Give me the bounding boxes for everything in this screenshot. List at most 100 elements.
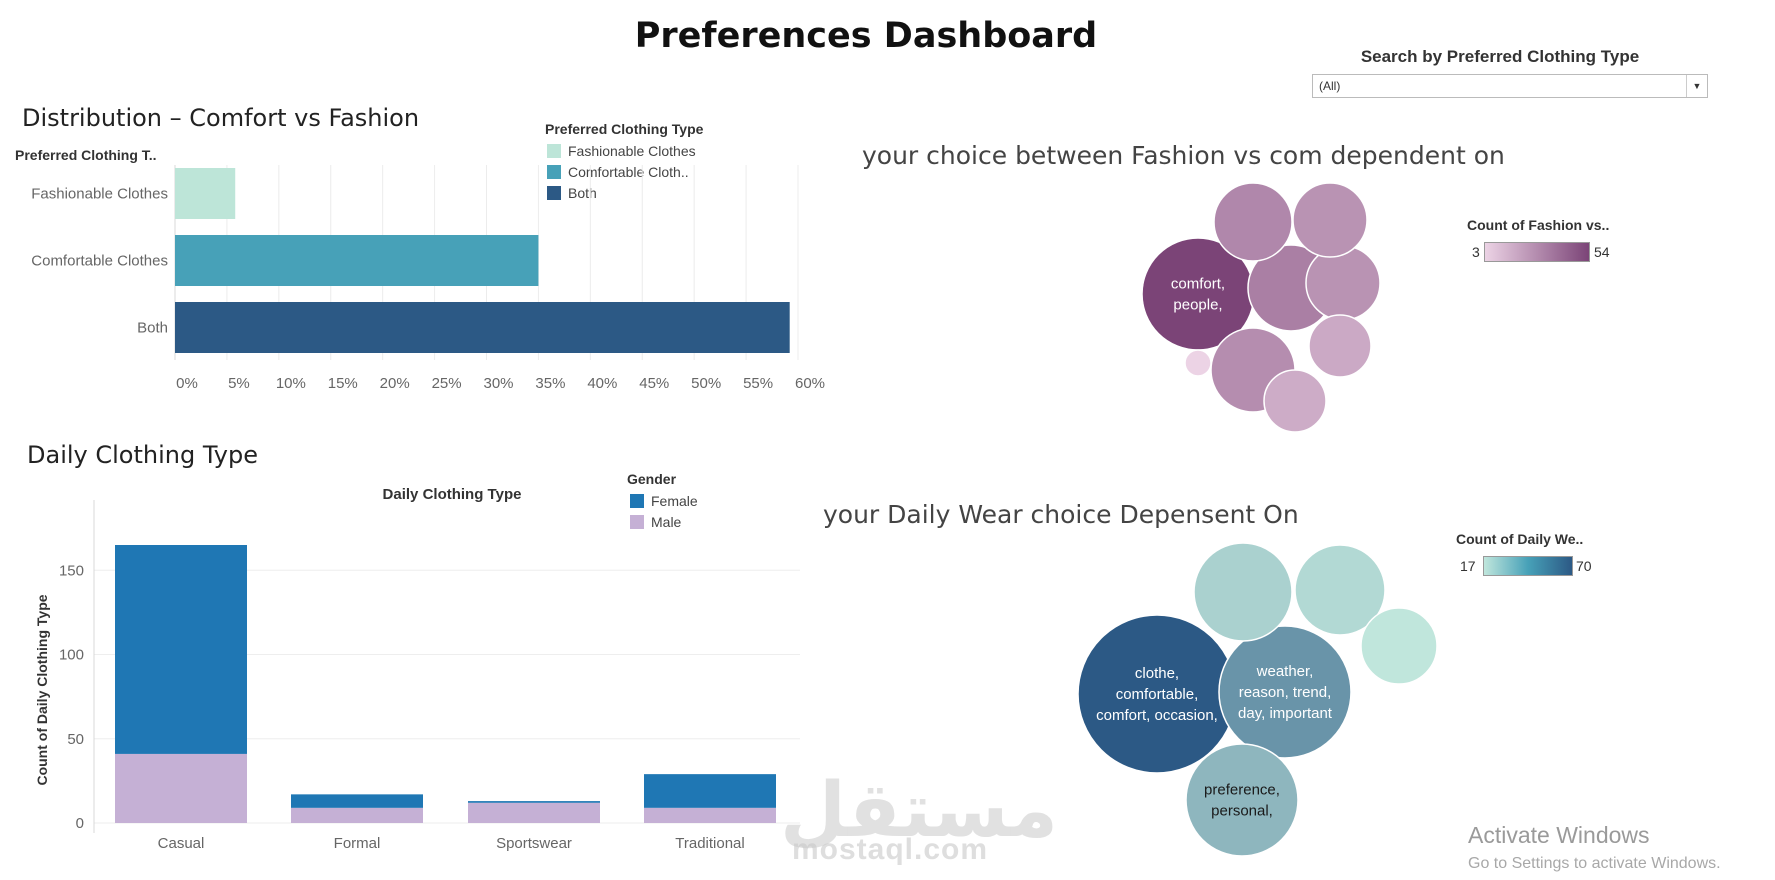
x-tick-label: 5% (228, 375, 250, 392)
stacked-bar-segment (115, 753, 247, 823)
y-tick-label: 0 (76, 815, 84, 832)
fashion-bubble-title: your choice between Fashion vs com depen… (862, 141, 1505, 170)
legend-swatch (547, 186, 561, 200)
x-tick-label: 55% (743, 375, 773, 392)
stacked-bar-segment (644, 807, 776, 823)
daily-legend-min: 17 (1460, 558, 1476, 574)
bar (175, 302, 790, 353)
category-label: Comfortable Clothes (31, 253, 168, 270)
legend-label: Male (651, 514, 682, 530)
legend-label: Fashionable Clothes (568, 143, 696, 159)
fashion-legend-max: 54 (1594, 244, 1610, 260)
stacked-bar-segment (468, 802, 600, 823)
bubble-label: comfort, occasion, (1096, 707, 1218, 724)
x-tick-label: 45% (639, 375, 669, 392)
activate-windows-title: Activate Windows (1468, 822, 1650, 848)
y-tick-label: 50 (67, 731, 84, 748)
legend-label: Comfortable Cloth.. (568, 164, 689, 180)
stacked-bar-segment (291, 794, 423, 808)
bubble (1213, 182, 1293, 262)
category-label: Fashionable Clothes (31, 186, 168, 203)
daily-bubble-chart: clothe, comfortable, comfort, occasion, wea… (1077, 542, 1438, 857)
daily-stacked-bar-chart: 0 50 100 150 Daily Clothing Type Count of Dai… (34, 486, 800, 852)
bar (175, 168, 236, 219)
x-tick-label: 15% (328, 375, 358, 392)
x-tick-label: 40% (587, 375, 617, 392)
distribution-title: Distribution – Comfort vs Fashion (22, 104, 420, 132)
bubble-label: people, (1173, 297, 1222, 314)
x-tick-label: 0% (176, 375, 198, 392)
bubble (1308, 314, 1372, 378)
daily-title: Daily Clothing Type (27, 441, 258, 469)
stacked-bar-segment (644, 774, 776, 808)
mostaql-logo: مستقل (780, 765, 1058, 854)
bubble-label: clothe, (1135, 665, 1179, 682)
x-tick-label: 25% (432, 375, 462, 392)
y-axis-title: Count of Daily Clothing Type (34, 594, 50, 785)
bubble-label: preference, (1204, 782, 1280, 799)
bubble-label: weather, (1256, 663, 1314, 680)
bar (175, 235, 539, 286)
x-tick-label: 35% (535, 375, 565, 392)
daily-color-ramp (1483, 556, 1573, 576)
daily-bubble-legend-title: Count of Daily We.. (1456, 531, 1584, 547)
clothing-type-filter-dropdown[interactable]: (All) ▼ (1312, 74, 1708, 98)
bubble (1305, 245, 1381, 321)
bubble-label: comfort, (1171, 276, 1225, 293)
category-label: Both (137, 320, 168, 337)
stacked-bar-segment (291, 807, 423, 823)
legend-label: Female (651, 493, 698, 509)
fashion-bubble-chart: comfort, people, (1141, 182, 1381, 433)
x-tick-label: 60% (795, 375, 825, 392)
legend-swatch (630, 494, 644, 508)
legend-label: Both (568, 185, 597, 201)
x-tick-label: 50% (691, 375, 721, 392)
bubble-label: reason, trend, (1239, 684, 1332, 701)
distribution-row-header: Preferred Clothing T.. (15, 147, 157, 163)
bubble (1185, 743, 1299, 857)
daily-legend-title: Gender (627, 471, 677, 487)
bubble (1292, 182, 1368, 258)
legend-item-fashionable[interactable]: Fashionable Clothes (547, 143, 696, 159)
bubble (1294, 544, 1386, 636)
x-tick-label: Traditional (675, 835, 744, 852)
fashion-legend-min: 3 (1472, 244, 1480, 260)
fashion-color-ramp (1484, 242, 1590, 262)
distribution-bar-chart: 0% 5% 10% 15% 20% 25% 30% 35% 40% 45% 50% 55% 60% Fas… (31, 165, 825, 392)
bubble (1184, 349, 1212, 377)
x-tick-label: 10% (276, 375, 306, 392)
bubble (1263, 369, 1327, 433)
x-tick-label: Sportswear (496, 835, 572, 852)
legend-swatch (547, 165, 561, 179)
x-axis-title: Daily Clothing Type (383, 486, 522, 503)
bubble-label: day, important (1238, 705, 1333, 722)
bubble (1193, 542, 1293, 642)
bubble-label: comfortable, (1116, 686, 1199, 703)
distribution-legend-title: Preferred Clothing Type (545, 121, 704, 137)
filter-label: Search by Preferred Clothing Type (1360, 47, 1640, 66)
legend-item-both[interactable]: Both (547, 185, 597, 201)
filter-selected-value: (All) (1319, 79, 1341, 93)
mostaql-logo-sub: mostaql.com (792, 833, 989, 866)
legend-item-comfortable[interactable]: Comfortable Cloth.. (547, 164, 689, 180)
y-tick-label: 150 (59, 562, 84, 579)
daily-legend-max: 70 (1576, 558, 1592, 574)
dashboard-title: Preferences Dashboard (634, 16, 1098, 56)
activate-windows-subtitle: Go to Settings to activate Windows. (1468, 855, 1721, 872)
stacked-bar-segment (468, 801, 600, 803)
x-tick-label: Casual (158, 835, 205, 852)
bubble (1360, 607, 1438, 685)
bubble-label: personal, (1211, 803, 1273, 820)
x-tick-label: Formal (334, 835, 381, 852)
dropdown-arrow-icon[interactable]: ▼ (1686, 75, 1707, 97)
bubble (1218, 625, 1352, 759)
legend-item-female[interactable]: Female (630, 493, 698, 509)
daily-bubble-title: your Daily Wear choice Depensent On (823, 500, 1299, 529)
fashion-bubble-legend-title: Count of Fashion vs.. (1467, 217, 1610, 233)
legend-swatch (630, 515, 644, 529)
x-tick-label: 20% (380, 375, 410, 392)
y-tick-label: 100 (59, 647, 84, 664)
legend-item-male[interactable]: Male (630, 514, 681, 530)
legend-swatch (547, 144, 561, 158)
stacked-bar-segment (115, 545, 247, 754)
